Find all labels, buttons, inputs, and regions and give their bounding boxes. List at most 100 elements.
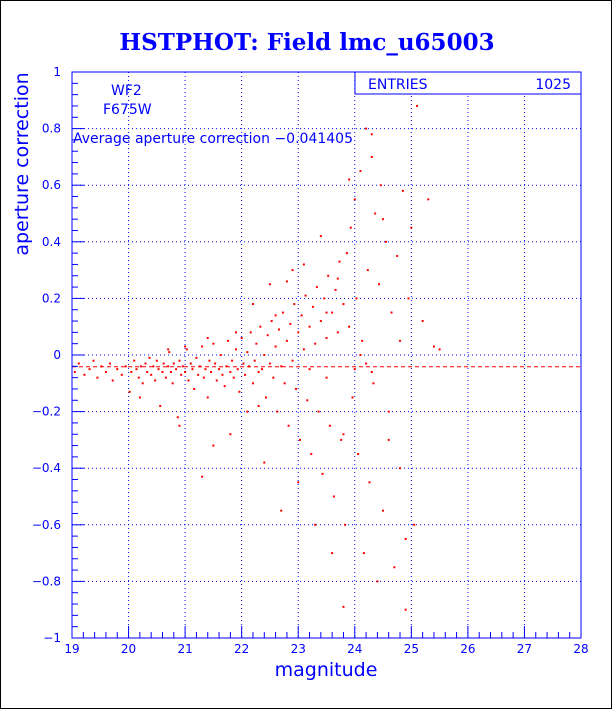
data-point (202, 376, 205, 379)
data-point (178, 359, 181, 362)
data-point (399, 339, 402, 342)
data-point (387, 410, 390, 413)
data-point (359, 354, 362, 356)
y-tick-label: 0.8 (42, 122, 61, 136)
data-point (362, 552, 365, 555)
data-point (349, 226, 352, 229)
data-point (240, 337, 243, 340)
data-point (208, 359, 211, 362)
data-point (427, 198, 430, 201)
data-point (229, 433, 232, 436)
data-point (193, 387, 196, 390)
data-point (438, 348, 441, 351)
data-point (274, 314, 277, 317)
grid-lines (72, 72, 581, 638)
data-point (171, 382, 174, 385)
data-point (342, 433, 345, 436)
data-point (342, 605, 345, 608)
data-point (308, 368, 311, 371)
data-point (393, 566, 396, 569)
x-tick-label: 19 (64, 642, 79, 656)
data-point (263, 354, 266, 356)
data-point (336, 331, 339, 334)
data-point (355, 297, 358, 300)
data-point (314, 342, 317, 345)
data-point (289, 322, 292, 325)
stats-box-frame (354, 71, 582, 95)
data-point (287, 424, 290, 427)
data-point (244, 373, 247, 376)
data-point (348, 325, 351, 328)
data-point (264, 396, 267, 399)
data-point (291, 359, 294, 362)
data-point (184, 370, 187, 373)
data-point (390, 311, 393, 314)
data-point (133, 359, 136, 362)
data-point (268, 283, 271, 286)
data-point (345, 252, 348, 255)
x-tick-label: 24 (347, 642, 362, 656)
data-point (219, 354, 222, 356)
data-point (314, 523, 317, 526)
data-point (325, 311, 328, 314)
data-point (116, 368, 119, 371)
data-point (206, 337, 209, 340)
data-point (285, 339, 288, 342)
data-point (218, 368, 221, 371)
data-point (257, 370, 260, 373)
data-point (421, 320, 424, 323)
x-tick-label: 23 (291, 642, 306, 656)
data-point (334, 288, 337, 291)
data-point (251, 303, 254, 306)
data-point (152, 365, 155, 368)
data-point (336, 277, 339, 280)
data-point (154, 379, 157, 382)
stats-box: ENTRIES 1025 (354, 71, 582, 95)
data-point (175, 368, 178, 371)
data-point (306, 399, 309, 402)
data-point (161, 370, 164, 373)
data-point (137, 376, 140, 379)
data-point (210, 370, 213, 373)
data-point (242, 362, 245, 365)
data-point (212, 444, 215, 447)
data-point (197, 373, 200, 376)
data-point (348, 178, 351, 181)
y-tick-label: −1 (43, 631, 61, 645)
data-point (302, 263, 305, 266)
data-point (253, 359, 256, 362)
x-tick-label: 26 (460, 642, 475, 656)
data-point (281, 311, 284, 314)
x-tick-label: 25 (404, 642, 419, 656)
data-point (384, 240, 387, 243)
data-point (277, 328, 280, 331)
data-point (404, 608, 407, 611)
data-point (407, 297, 410, 300)
y-tick-label: 0 (53, 348, 61, 362)
data-point (214, 362, 217, 365)
data-point (396, 254, 399, 257)
data-point (325, 376, 328, 379)
data-point (92, 359, 95, 362)
data-point (370, 133, 373, 136)
data-point (96, 376, 99, 379)
data-point (272, 376, 275, 379)
data-point (404, 537, 407, 540)
data-point (128, 390, 131, 393)
data-point (108, 362, 111, 365)
x-tick-label: 22 (234, 642, 249, 656)
data-point (77, 362, 80, 365)
data-point (104, 370, 107, 373)
data-point (257, 404, 260, 407)
data-point (310, 453, 313, 456)
data-point (321, 472, 324, 475)
data-point (280, 509, 283, 512)
data-point (206, 396, 209, 399)
data-point (141, 382, 144, 385)
data-point (223, 385, 226, 388)
data-point (246, 410, 249, 413)
data-point (365, 362, 368, 365)
data-point (215, 379, 218, 382)
data-point (180, 373, 183, 376)
data-point (172, 362, 175, 365)
